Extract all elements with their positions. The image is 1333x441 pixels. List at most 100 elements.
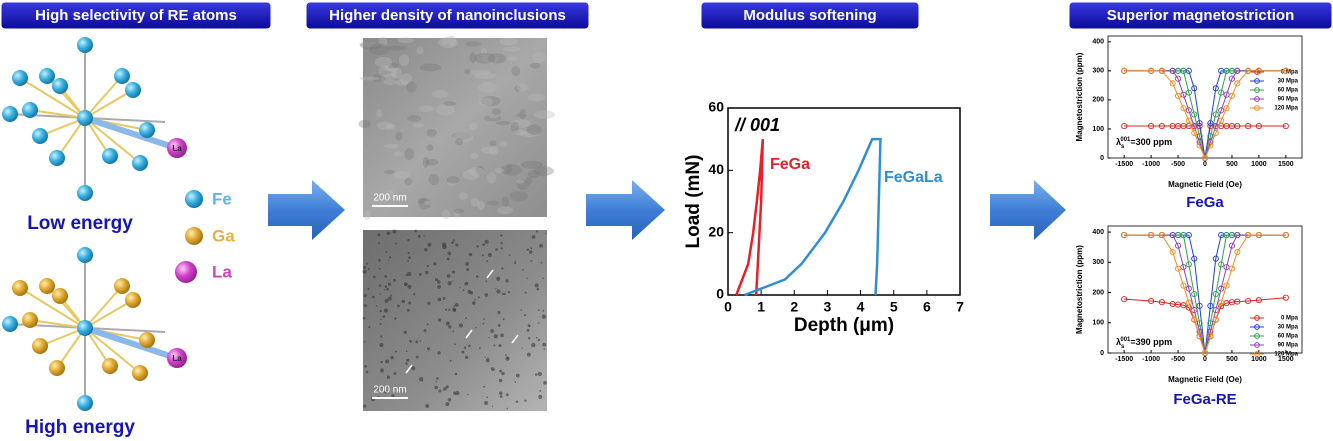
inclusion — [476, 245, 479, 248]
inclusion — [363, 293, 367, 297]
annotation-text: =300 ppm — [1130, 137, 1172, 147]
inclusion — [475, 327, 477, 329]
inclusion — [437, 297, 442, 302]
atom — [52, 78, 68, 94]
inclusion — [384, 285, 388, 288]
x-tick-label: 1000 — [1251, 356, 1267, 363]
inclusion — [486, 396, 489, 399]
inclusion — [453, 305, 456, 308]
texture — [533, 110, 556, 119]
inclusion — [466, 282, 469, 285]
legend-label: 120 Mpa — [1274, 352, 1298, 358]
bond — [84, 299, 134, 329]
texture — [468, 69, 491, 76]
data-point — [1158, 67, 1165, 74]
inclusion — [436, 377, 439, 380]
texture — [418, 197, 431, 210]
inclusion — [452, 308, 456, 312]
header-title: Modulus softening — [743, 7, 876, 24]
inclusion — [379, 323, 382, 325]
inclusion — [409, 341, 412, 343]
texture — [359, 76, 381, 81]
inclusion — [413, 293, 416, 296]
data-point — [1180, 67, 1187, 74]
inclusion — [406, 308, 410, 312]
inclusion — [468, 344, 471, 348]
bond — [84, 117, 141, 164]
texture — [404, 178, 413, 185]
data-point — [1212, 129, 1219, 137]
inclusion — [496, 276, 501, 281]
bond — [29, 319, 86, 329]
inclusion — [395, 242, 398, 245]
la-label: La — [172, 144, 182, 153]
data-point — [1158, 232, 1165, 239]
legend-marker — [1254, 342, 1260, 348]
la-atom — [167, 348, 187, 368]
inclusion — [405, 362, 408, 365]
legend-label: Ga — [212, 226, 235, 245]
data-point — [1207, 328, 1214, 335]
texture — [488, 114, 499, 119]
inclusion — [465, 261, 470, 266]
texture — [428, 173, 439, 186]
texture — [399, 73, 413, 85]
texture — [374, 56, 393, 68]
texture — [516, 179, 529, 190]
data-point — [1255, 297, 1262, 304]
chart: 0 1 2 3 4 5 6 7 0 20 40 60 FeGa FeGaLa Depth (μm) Load … — [683, 99, 964, 336]
inclusion — [381, 386, 384, 389]
texture — [474, 72, 497, 80]
data-point — [1185, 299, 1192, 306]
annotation-sub: s — [1121, 144, 1125, 150]
inclusion — [396, 304, 400, 308]
inclusion — [458, 323, 464, 328]
data-point — [1234, 248, 1241, 256]
texture — [406, 81, 417, 93]
texture — [426, 128, 437, 137]
atom — [114, 68, 130, 84]
inclusion — [515, 373, 520, 378]
inclusion — [451, 270, 456, 274]
texture — [383, 73, 398, 79]
inclusion — [408, 301, 412, 305]
atom — [77, 395, 93, 411]
texture — [458, 192, 469, 200]
inclusion — [514, 260, 516, 262]
inclusion — [426, 323, 429, 326]
y-tick-label: 0 — [1100, 155, 1104, 162]
texture — [453, 208, 465, 214]
inclusion — [541, 314, 547, 319]
inclusion — [475, 275, 479, 278]
inclusion — [449, 359, 452, 362]
inclusion — [501, 267, 504, 270]
inclusion — [461, 350, 465, 354]
inclusion — [503, 292, 506, 296]
header-box — [700, 1, 920, 30]
inclusion — [527, 337, 531, 340]
legend-marker — [1254, 315, 1260, 321]
legend-marker — [1254, 96, 1260, 102]
legend-label: 30 Mpa — [1278, 79, 1299, 85]
inclusion — [386, 231, 391, 236]
texture — [494, 167, 504, 174]
data-point — [1282, 232, 1289, 239]
inclusion — [448, 308, 451, 312]
x-tick-label: -1500 — [1115, 356, 1133, 363]
legend-marker — [1254, 333, 1260, 339]
texture — [383, 169, 396, 175]
data-point — [1245, 297, 1252, 305]
inclusion — [372, 275, 376, 279]
texture — [413, 123, 425, 128]
data-point — [1169, 248, 1176, 256]
header-box — [1068, 1, 1333, 30]
inclusion — [531, 342, 536, 348]
inclusion — [514, 381, 517, 383]
atom — [132, 155, 148, 171]
inclusion — [368, 326, 371, 329]
header-title: Higher density of nanoinclusions — [329, 7, 566, 24]
data-point — [1169, 80, 1176, 87]
x-tick-label: 500 — [1226, 356, 1238, 363]
inclusion — [405, 350, 408, 353]
data-point — [1207, 302, 1214, 309]
